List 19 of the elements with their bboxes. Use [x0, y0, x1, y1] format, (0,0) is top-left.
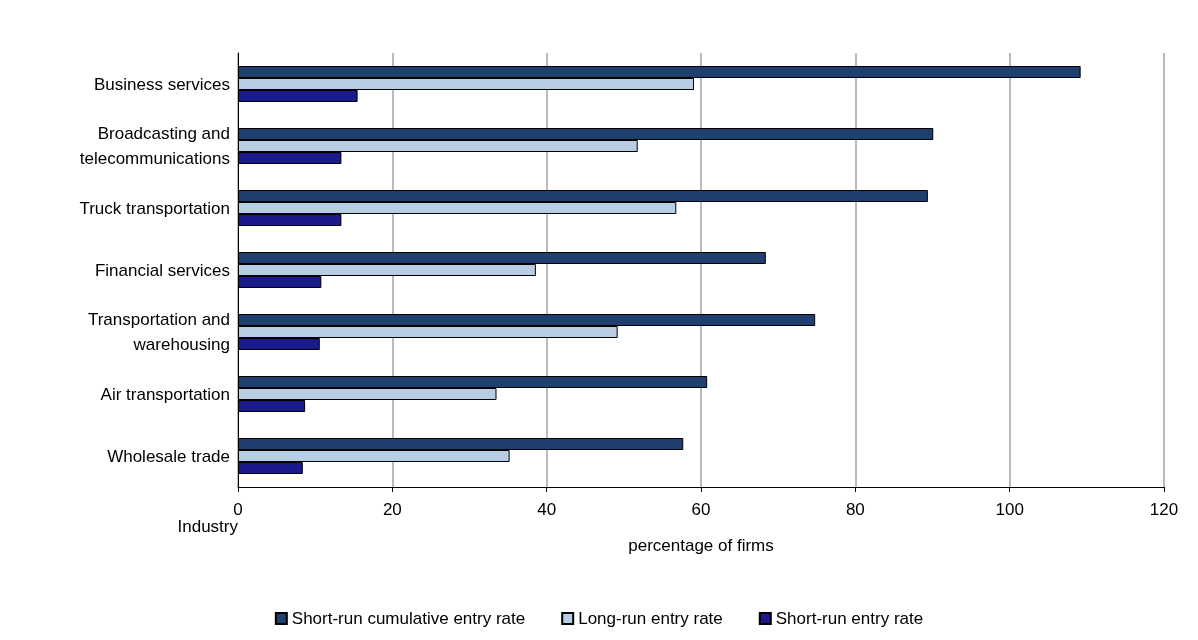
y-tick-label: Transportation and warehousing	[87, 310, 230, 354]
x-tick-label: 40	[537, 500, 557, 519]
y-tick-label: Air transportation	[100, 384, 230, 404]
x-tick-label: 120	[1149, 500, 1179, 519]
x-tick-label: 60	[691, 500, 711, 519]
y-tick-label: Wholesale trade	[107, 446, 230, 466]
legend-label: Short-run entry rate	[775, 609, 924, 628]
y-tick-label: Financial services	[94, 260, 230, 280]
x-tick-label: 20	[382, 500, 402, 519]
y-tick-label: Business services	[93, 74, 230, 94]
x-tick-label: 100	[995, 500, 1024, 519]
x-tick-label: 0	[233, 500, 243, 519]
legend-label: Short-run cumulative entry rate	[291, 609, 526, 628]
legend-label: Long-run entry rate	[578, 609, 723, 628]
y-tick-label: Broadcasting and telecommunications	[79, 124, 230, 168]
x-axis-title: percentage of firms	[628, 536, 774, 555]
y-tick-label: Truck transportation	[79, 198, 230, 218]
y-axis-title: Industry	[177, 516, 239, 536]
x-tick-label: 80	[845, 500, 865, 519]
